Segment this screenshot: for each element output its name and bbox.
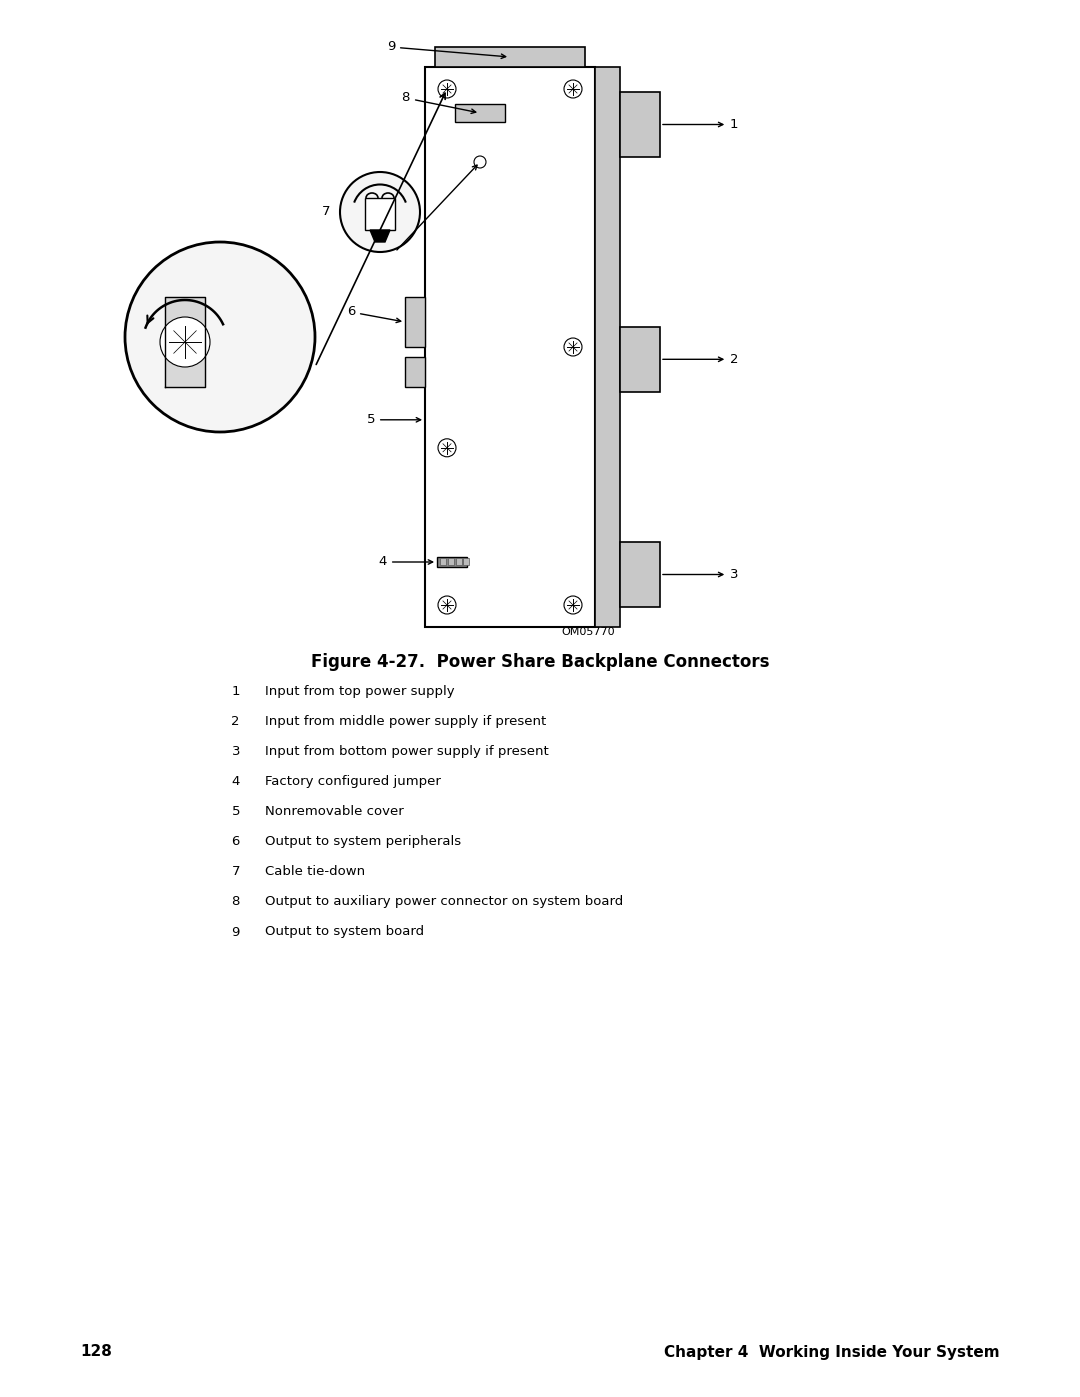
- Bar: [595, 67, 620, 627]
- Text: Input from bottom power supply if present: Input from bottom power supply if presen…: [265, 746, 549, 759]
- Text: 2: 2: [231, 715, 240, 728]
- Bar: [405, 298, 426, 346]
- Polygon shape: [370, 231, 390, 242]
- Bar: [365, 198, 395, 231]
- Circle shape: [564, 338, 582, 356]
- Circle shape: [438, 597, 456, 615]
- Bar: [426, 67, 595, 627]
- Text: Cable tie-down: Cable tie-down: [265, 866, 365, 879]
- Circle shape: [340, 172, 420, 251]
- Text: 4: 4: [231, 775, 240, 788]
- Bar: [620, 542, 660, 608]
- Text: 128: 128: [80, 1344, 112, 1359]
- Text: 5: 5: [366, 414, 421, 426]
- Circle shape: [160, 317, 210, 367]
- Bar: [440, 559, 446, 566]
- Text: 1: 1: [663, 117, 739, 131]
- Text: 9: 9: [387, 41, 505, 59]
- Text: Nonremovable cover: Nonremovable cover: [265, 806, 404, 819]
- Circle shape: [474, 156, 486, 168]
- Text: 6: 6: [231, 835, 240, 848]
- Bar: [405, 358, 426, 387]
- Text: 9: 9: [231, 925, 240, 939]
- Text: Factory configured jumper: Factory configured jumper: [265, 775, 441, 788]
- Circle shape: [125, 242, 315, 432]
- Bar: [455, 103, 505, 122]
- Text: 8: 8: [402, 91, 476, 113]
- Bar: [435, 47, 585, 67]
- Circle shape: [438, 439, 456, 457]
- Text: 3: 3: [231, 746, 240, 759]
- Text: Output to system board: Output to system board: [265, 925, 424, 939]
- Bar: [448, 559, 454, 566]
- Text: Input from top power supply: Input from top power supply: [265, 686, 455, 698]
- Text: 3: 3: [663, 569, 739, 581]
- Circle shape: [564, 597, 582, 615]
- Text: OM05770: OM05770: [562, 627, 615, 637]
- Circle shape: [438, 80, 456, 98]
- Bar: [456, 559, 462, 566]
- Text: 7: 7: [322, 205, 330, 218]
- Text: Input from middle power supply if present: Input from middle power supply if presen…: [265, 715, 546, 728]
- Text: Output to system peripherals: Output to system peripherals: [265, 835, 461, 848]
- Text: 4: 4: [379, 556, 433, 569]
- Text: 7: 7: [231, 866, 240, 879]
- Text: 6: 6: [347, 306, 401, 323]
- Text: 8: 8: [231, 895, 240, 908]
- Bar: [620, 92, 660, 156]
- Bar: [620, 327, 660, 391]
- Bar: [463, 559, 469, 566]
- Polygon shape: [165, 298, 205, 387]
- Text: 2: 2: [663, 353, 739, 366]
- Bar: [437, 557, 467, 567]
- Text: 5: 5: [231, 806, 240, 819]
- Circle shape: [564, 80, 582, 98]
- Text: Figure 4-27.  Power Share Backplane Connectors: Figure 4-27. Power Share Backplane Conne…: [311, 652, 769, 671]
- Text: 1: 1: [231, 686, 240, 698]
- Text: Output to auxiliary power connector on system board: Output to auxiliary power connector on s…: [265, 895, 623, 908]
- Text: Chapter 4  Working Inside Your System: Chapter 4 Working Inside Your System: [664, 1344, 1000, 1359]
